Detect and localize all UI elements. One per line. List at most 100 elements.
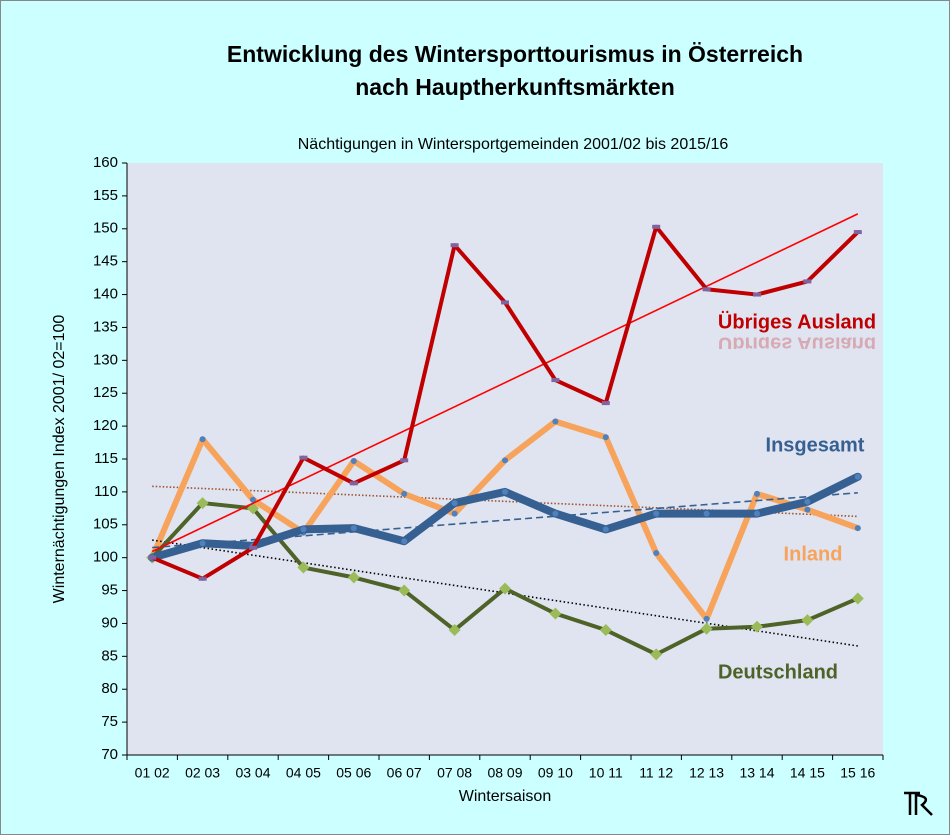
marker — [552, 510, 559, 517]
marker — [804, 498, 811, 505]
marker — [602, 526, 609, 533]
y-tick-label: 95 — [101, 582, 118, 599]
series-label: Inland — [784, 543, 843, 565]
x-tick-label: 14 15 — [790, 765, 825, 781]
marker — [751, 620, 763, 633]
series-label: Übriges Ausland — [718, 310, 876, 333]
x-tick-label: 03 04 — [235, 765, 270, 781]
y-tick-label: 115 — [94, 450, 118, 467]
y-tick-label: 100 — [93, 549, 118, 566]
marker — [499, 582, 511, 595]
y-tick-label: 130 — [93, 351, 118, 368]
marker — [401, 490, 408, 497]
marker — [549, 607, 562, 620]
y-tick-label: 85 — [101, 647, 118, 664]
subtitle: Nächtigungen in Wintersportgemeinden 200… — [298, 136, 729, 153]
x-tick-label: 07 08 — [437, 765, 472, 781]
marker — [754, 510, 760, 517]
trendline — [151, 213, 859, 553]
y-tick-label: 110 — [94, 483, 118, 500]
marker — [400, 458, 409, 463]
marker — [853, 230, 862, 235]
y-tick-label: 160 — [93, 154, 118, 171]
marker — [854, 525, 861, 532]
x-tick-label: 15 16 — [840, 765, 875, 781]
marker — [803, 279, 812, 284]
y-tick-label: 135 — [93, 318, 118, 335]
marker — [198, 576, 207, 581]
y-tick-label: 150 — [93, 220, 118, 237]
marker — [653, 550, 660, 557]
marker — [502, 488, 508, 495]
marker — [249, 545, 257, 550]
y-tick-label: 105 — [93, 516, 118, 533]
marker — [199, 540, 206, 547]
marker — [804, 506, 811, 513]
chart-title: Entwicklung des Wintersporttourismus in … — [227, 41, 803, 67]
y-tick-label: 145 — [93, 253, 118, 270]
marker — [653, 510, 660, 517]
marker — [650, 648, 663, 661]
x-tick-label: 08 09 — [487, 765, 522, 781]
series — [148, 213, 862, 581]
marker — [398, 584, 411, 597]
x-tick-label: 11 12 — [639, 765, 673, 781]
marker — [801, 614, 814, 627]
marker — [349, 481, 358, 486]
marker — [602, 434, 609, 441]
x-axis-label: Wintersaison — [459, 788, 551, 805]
series-label: Insgesamt — [766, 434, 865, 456]
x-tick-label: 04 05 — [286, 765, 321, 781]
series — [146, 497, 864, 661]
marker — [450, 243, 459, 248]
chart-title: nach Hauptherkunftsmärkten — [355, 74, 675, 100]
y-axis-label: Winternächtigungen Index 2001/ 02=100 — [51, 315, 68, 604]
marker — [451, 500, 458, 507]
x-tick-label: 05 06 — [336, 765, 371, 781]
x-tick-label: 13 14 — [739, 765, 774, 781]
marker — [401, 538, 408, 545]
series-label-reflection: Übriges Ausland — [718, 333, 876, 356]
x-tick-label: 12 13 — [689, 765, 724, 781]
marker — [753, 292, 761, 297]
marker — [601, 401, 610, 406]
x-tick-label: 09 10 — [538, 765, 573, 781]
x-tick-label: 01 02 — [135, 765, 170, 781]
marker — [501, 300, 509, 305]
marker — [148, 555, 157, 560]
marker — [347, 571, 360, 584]
marker — [300, 526, 307, 533]
marker — [652, 224, 661, 229]
logo — [904, 791, 933, 816]
marker — [350, 525, 357, 532]
marker — [199, 436, 206, 443]
y-tick-label: 75 — [101, 713, 118, 730]
x-tick-label: 02 03 — [185, 765, 220, 781]
x-tick-label: 10 11 — [589, 765, 623, 781]
marker — [502, 457, 508, 464]
marker — [703, 510, 710, 517]
marker — [451, 510, 458, 517]
y-tick-label: 120 — [93, 417, 118, 434]
marker — [703, 615, 710, 622]
marker — [599, 624, 612, 637]
marker — [250, 496, 256, 503]
series — [148, 472, 862, 562]
marker — [702, 287, 711, 292]
marker — [196, 497, 209, 510]
x-tick-label: 06 07 — [387, 765, 422, 781]
marker — [851, 592, 864, 605]
y-tick-label: 140 — [93, 286, 118, 303]
y-tick-label: 90 — [101, 614, 118, 631]
series-label: Deutschland — [718, 661, 838, 683]
marker — [297, 561, 310, 574]
marker — [700, 622, 713, 635]
marker — [299, 455, 308, 460]
y-tick-label: 125 — [93, 384, 118, 401]
marker — [448, 624, 461, 637]
y-tick-label: 70 — [101, 746, 118, 763]
marker — [754, 490, 760, 497]
trendline — [152, 491, 858, 549]
y-tick-label: 80 — [101, 680, 118, 697]
